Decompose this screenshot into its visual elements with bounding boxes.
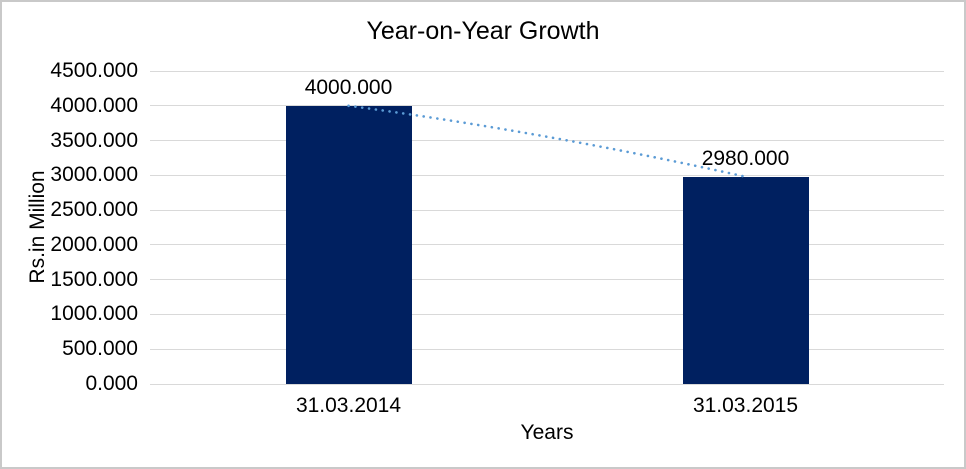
chart-title: Year-on-Year Growth: [366, 17, 600, 45]
y-tick-label: 2500.000: [50, 198, 138, 222]
y-tick-label: 3500.000: [50, 128, 138, 152]
y-tick-label: 1000.000: [50, 302, 138, 326]
trendline: [347, 104, 747, 179]
y-tick-label: 1500.000: [50, 267, 138, 291]
gridline: [150, 174, 944, 176]
x-tick-label: 31.03.2015: [692, 394, 799, 417]
gridline: [150, 383, 944, 385]
plot-area: 4000.000 2980.000: [150, 70, 944, 385]
gridline: [150, 105, 944, 107]
gridline: [150, 279, 944, 281]
y-tick-label: 3000.000: [50, 163, 138, 187]
bar-31.03.2014: [285, 105, 412, 384]
data-label: 4000.000: [304, 75, 393, 99]
gridline: [150, 244, 944, 246]
gridline: [150, 209, 944, 211]
x-axis-title: Years: [520, 421, 574, 444]
bar-31.03.2015: [682, 176, 809, 384]
y-tick-label: 4000.000: [50, 93, 138, 117]
y-tick-label: 4500.000: [50, 59, 138, 82]
y-tick-label: 2000.000: [50, 232, 138, 256]
gridline: [150, 313, 944, 315]
y-tick-label: 0.000: [85, 372, 138, 395]
trendline-path: [347, 104, 747, 179]
x-tick-label: 31.03.2014: [295, 394, 402, 417]
gridline: [150, 348, 944, 350]
y-tick-label: 500.000: [62, 337, 138, 361]
gridline: [150, 70, 944, 72]
data-label: 2980.000: [701, 146, 790, 170]
gridline: [150, 140, 944, 142]
